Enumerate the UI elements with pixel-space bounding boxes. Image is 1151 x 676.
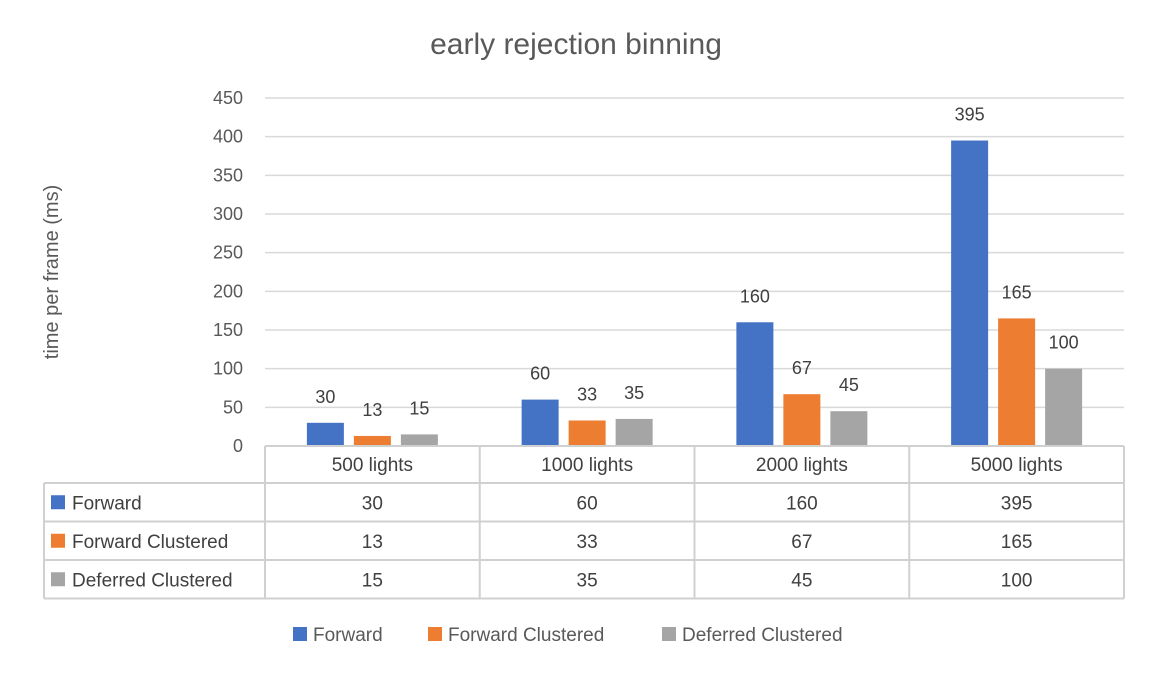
bars	[306, 140, 1083, 447]
category-label: 5000 lights	[971, 455, 1063, 476]
bar	[306, 422, 344, 446]
y-tick-label: 450	[213, 88, 243, 108]
y-tick-label: 200	[213, 281, 243, 301]
data-label: 60	[530, 364, 550, 384]
y-tick-label: 400	[213, 127, 243, 147]
table-cell: 33	[577, 532, 598, 553]
y-axis-ticks: 0 50 100 150 200 250 300 350 400 450	[213, 88, 243, 456]
y-tick-label: 50	[223, 397, 243, 417]
table-cell: 30	[362, 493, 383, 514]
data-label: 45	[839, 375, 859, 395]
table-series-name: Deferred Clustered	[72, 570, 233, 591]
data-label: 100	[1049, 333, 1079, 353]
data-label: 33	[577, 384, 597, 404]
bar	[998, 318, 1036, 446]
data-label: 395	[955, 105, 985, 125]
data-label: 15	[409, 398, 429, 418]
category-label: 2000 lights	[756, 455, 848, 476]
table-legend-key	[51, 533, 65, 548]
bar	[1045, 368, 1083, 446]
data-label: 160	[740, 286, 770, 306]
category-label: 1000 lights	[541, 455, 633, 476]
bar	[353, 435, 391, 446]
table-legend-key	[51, 495, 65, 510]
table-series-name: Forward Clustered	[72, 532, 228, 553]
table-legend-key	[51, 572, 65, 587]
data-label: 35	[624, 383, 644, 403]
legend-label: Forward Clustered	[448, 625, 604, 646]
legend-key	[662, 627, 676, 641]
data-table: 500 lights 1000 lights 2000 lights 5000 lig…	[43, 445, 1125, 600]
table-cell: 60	[577, 493, 598, 514]
y-tick-label: 250	[213, 243, 243, 263]
data-label: 13	[362, 400, 382, 420]
data-label: 67	[792, 358, 812, 378]
y-tick-label: 150	[213, 320, 243, 340]
gridlines	[265, 97, 1124, 409]
legend-key	[428, 627, 442, 641]
y-tick-label: 100	[213, 359, 243, 379]
table-cell: 67	[791, 532, 812, 553]
y-tick-label: 0	[233, 436, 243, 456]
legend: Forward Forward Clustered Deferred Cluster…	[293, 625, 843, 646]
y-axis-label: time per frame (ms)	[41, 185, 63, 359]
bar	[783, 394, 821, 446]
category-label: 500 lights	[332, 455, 413, 476]
bar	[830, 411, 868, 446]
bar	[951, 140, 989, 447]
data-label: 165	[1002, 282, 1032, 302]
table-cell: 15	[362, 570, 383, 591]
table-cell: 160	[786, 493, 818, 514]
table-cell: 165	[1001, 532, 1033, 553]
legend-key	[293, 627, 307, 641]
data-label: 30	[315, 387, 335, 407]
table-cell: 100	[1001, 570, 1033, 591]
legend-label: Forward	[313, 625, 383, 646]
y-tick-label: 300	[213, 204, 243, 224]
bar	[400, 434, 438, 446]
table-series-name: Forward	[72, 493, 142, 514]
table-cell: 395	[1001, 493, 1033, 514]
y-tick-label: 350	[213, 165, 243, 185]
table-cell: 35	[577, 570, 598, 591]
data-labels: 30 13 15 60 33 35 160 67 45 395 165 100	[315, 105, 1078, 420]
bar	[568, 420, 606, 446]
table-cell: 13	[362, 532, 383, 553]
legend-label: Deferred Clustered	[682, 625, 843, 646]
bar	[615, 418, 653, 446]
chart-title: early rejection binning	[430, 28, 722, 61]
bar	[521, 399, 559, 446]
table-cell: 45	[791, 570, 812, 591]
bar	[736, 322, 774, 446]
